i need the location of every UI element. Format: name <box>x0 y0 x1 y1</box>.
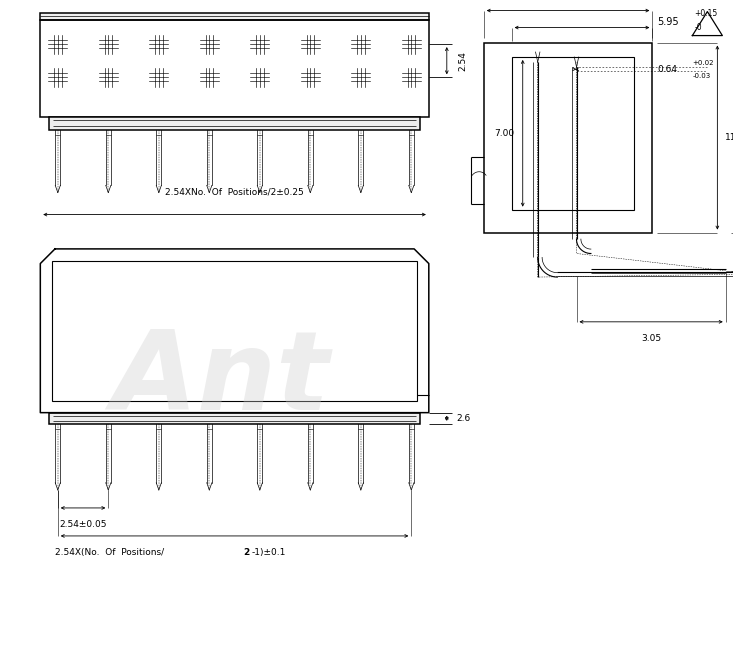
Bar <box>40 20 429 117</box>
Text: 2.6: 2.6 <box>457 414 471 422</box>
Text: -0.03: -0.03 <box>693 73 710 79</box>
Text: +0.02: +0.02 <box>693 60 714 66</box>
Text: 2.54X(No.  Of  Positions/: 2.54X(No. Of Positions/ <box>55 548 164 557</box>
Text: -0: -0 <box>694 23 702 32</box>
Text: 2.54: 2.54 <box>459 51 468 71</box>
Text: 2.54XNo.  Of  Positions/2±0.25: 2.54XNo. Of Positions/2±0.25 <box>165 187 304 196</box>
Bar <box>49 117 420 130</box>
Text: -1)±0.1: -1)±0.1 <box>251 548 286 557</box>
Bar <box>40 13 429 20</box>
Bar <box>49 413 420 424</box>
Bar <box>52 261 417 401</box>
Text: 3.05: 3.05 <box>641 334 661 343</box>
Text: 2: 2 <box>243 548 249 557</box>
Text: 11.3: 11.3 <box>726 133 733 142</box>
Text: 0.64: 0.64 <box>658 65 677 73</box>
Text: 5.95: 5.95 <box>658 16 679 27</box>
Text: Ant: Ant <box>111 326 329 434</box>
Bar <box>484 43 652 233</box>
Text: 7.00: 7.00 <box>495 129 515 138</box>
Text: +0.15: +0.15 <box>694 9 718 18</box>
Bar <box>512 57 634 210</box>
Text: 2.54±0.05: 2.54±0.05 <box>59 520 107 529</box>
